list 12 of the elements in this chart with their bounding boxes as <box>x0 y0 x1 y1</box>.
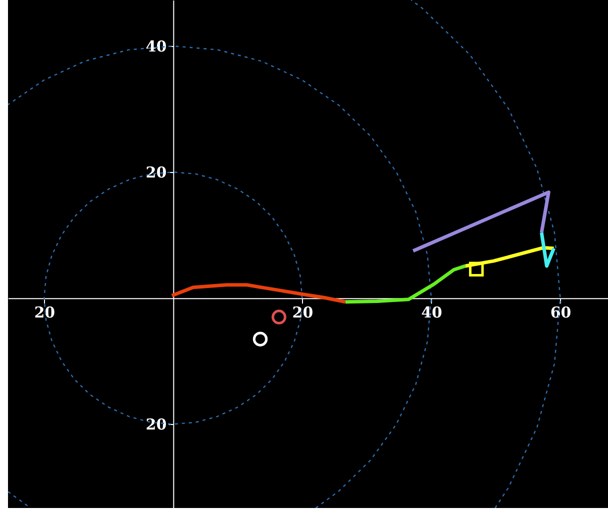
y-tick-label: 40 <box>146 38 167 56</box>
line-series <box>344 264 468 304</box>
point <box>272 310 286 324</box>
point <box>252 332 268 346</box>
y-tick-label: 20 <box>146 416 167 434</box>
x-tick-label: 20 <box>34 304 56 322</box>
x-tick-label: 60 <box>550 304 572 322</box>
x-tick-label: 40 <box>421 304 442 322</box>
x-tick-label: 20 <box>292 304 314 322</box>
line-series <box>170 283 348 304</box>
point <box>469 262 484 276</box>
y-tick-label: 20 <box>146 164 167 182</box>
